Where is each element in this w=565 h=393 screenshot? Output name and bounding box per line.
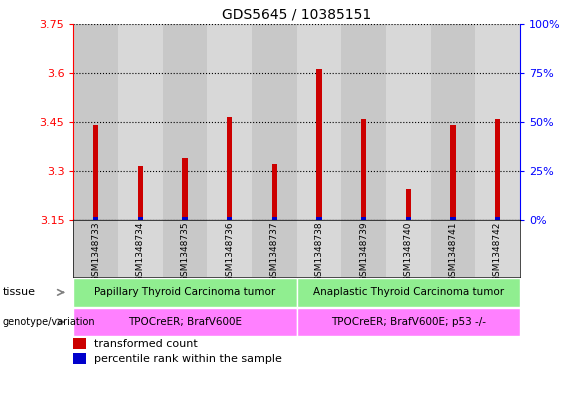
Bar	[73, 220, 118, 277]
Text: genotype/variation: genotype/variation	[3, 317, 95, 327]
Bar	[431, 220, 475, 277]
Text: GSM1348736: GSM1348736	[225, 222, 234, 283]
Text: GSM1348737: GSM1348737	[270, 222, 279, 283]
Bar	[361, 217, 366, 220]
Bar	[450, 125, 455, 220]
Bar	[406, 189, 411, 220]
Bar	[138, 166, 143, 220]
Text: tissue: tissue	[3, 287, 36, 298]
Bar	[227, 217, 232, 220]
Bar	[227, 117, 232, 220]
Bar	[73, 353, 86, 364]
Bar	[341, 24, 386, 220]
Text: GSM1348741: GSM1348741	[449, 222, 457, 282]
Bar	[118, 24, 163, 220]
Bar	[495, 119, 500, 220]
Bar	[73, 24, 118, 220]
Bar	[475, 24, 520, 220]
Bar	[297, 308, 520, 336]
Bar	[163, 24, 207, 220]
Bar	[207, 220, 252, 277]
Bar	[297, 278, 520, 307]
Bar	[272, 217, 277, 220]
Text: TPOCreER; BrafV600E: TPOCreER; BrafV600E	[128, 317, 242, 327]
Bar	[182, 158, 188, 220]
Text: GSM1348738: GSM1348738	[315, 222, 323, 283]
Bar	[182, 217, 188, 220]
Bar	[73, 338, 86, 349]
Bar	[297, 24, 341, 220]
Text: GSM1348733: GSM1348733	[92, 222, 100, 283]
Bar	[118, 220, 163, 277]
Bar	[73, 278, 297, 307]
Bar	[341, 220, 386, 277]
Text: transformed count: transformed count	[94, 339, 197, 349]
Text: GSM1348742: GSM1348742	[493, 222, 502, 282]
Bar	[316, 70, 321, 220]
Bar	[361, 119, 366, 220]
Bar	[450, 217, 455, 220]
Bar	[93, 125, 98, 220]
Title: GDS5645 / 10385151: GDS5645 / 10385151	[222, 7, 371, 21]
Bar	[297, 220, 341, 277]
Text: GSM1348735: GSM1348735	[181, 222, 189, 283]
Bar	[406, 217, 411, 220]
Bar	[386, 24, 431, 220]
Bar	[252, 24, 297, 220]
Bar	[93, 217, 98, 220]
Bar	[138, 217, 143, 220]
Bar	[73, 308, 297, 336]
Text: Papillary Thyroid Carcinoma tumor: Papillary Thyroid Carcinoma tumor	[94, 287, 276, 298]
Bar	[163, 220, 207, 277]
Bar	[431, 24, 475, 220]
Bar	[272, 164, 277, 220]
Bar	[316, 217, 321, 220]
Text: GSM1348739: GSM1348739	[359, 222, 368, 283]
Text: GSM1348740: GSM1348740	[404, 222, 412, 282]
Text: percentile rank within the sample: percentile rank within the sample	[94, 354, 281, 364]
Bar	[252, 220, 297, 277]
Text: Anaplastic Thyroid Carcinoma tumor: Anaplastic Thyroid Carcinoma tumor	[312, 287, 504, 298]
Bar	[495, 217, 500, 220]
Text: GSM1348734: GSM1348734	[136, 222, 145, 282]
Text: TPOCreER; BrafV600E; p53 -/-: TPOCreER; BrafV600E; p53 -/-	[331, 317, 486, 327]
Bar	[386, 220, 431, 277]
Bar	[475, 220, 520, 277]
Bar	[207, 24, 252, 220]
